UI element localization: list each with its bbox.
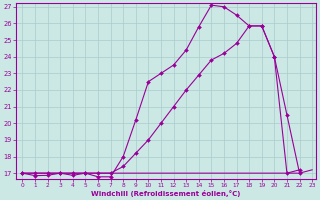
X-axis label: Windchill (Refroidissement éolien,°C): Windchill (Refroidissement éolien,°C) <box>91 190 241 197</box>
